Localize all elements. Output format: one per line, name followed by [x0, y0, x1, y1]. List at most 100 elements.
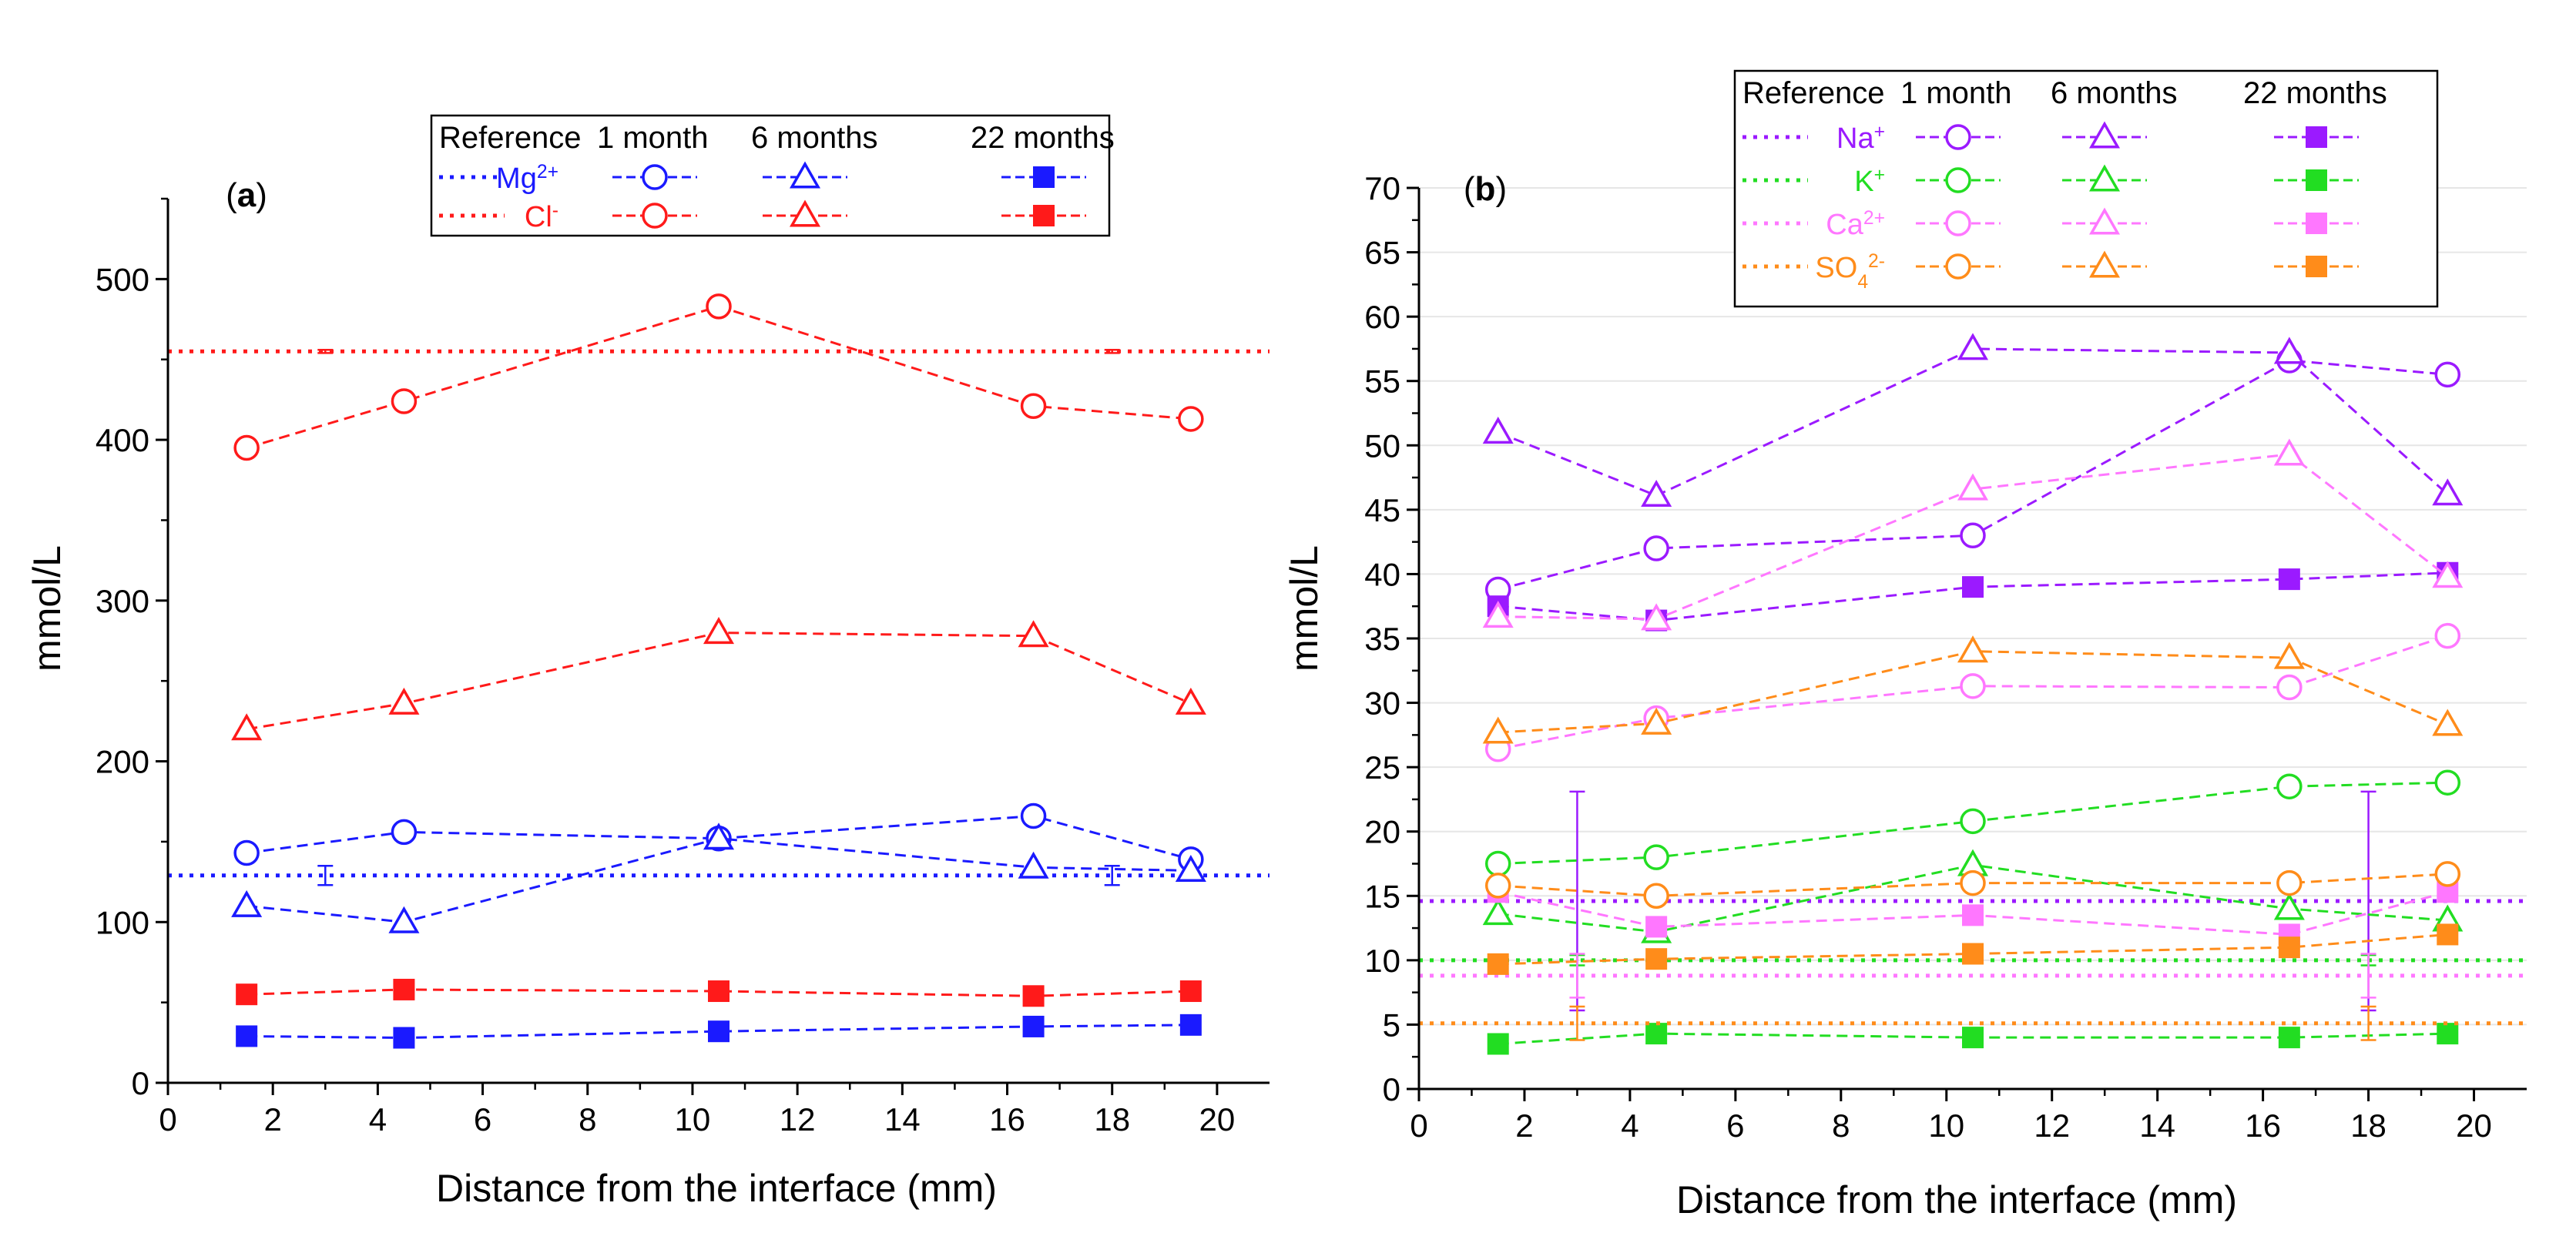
- mg-months_22-point: [393, 1027, 415, 1049]
- legend-header: 1 month: [1900, 76, 2012, 110]
- k-months_6-point: [2273, 893, 2305, 920]
- panel-a-label: (a): [226, 176, 267, 214]
- cl-months_6-point: [388, 687, 420, 715]
- x-tick-label: 12: [2034, 1107, 2070, 1144]
- y-tick-label: 25: [1364, 749, 1400, 786]
- so4-months_6-point: [1482, 716, 1514, 744]
- series-mg: [168, 802, 1270, 1049]
- y-tick-label: 50: [1364, 427, 1400, 464]
- k-months_22-point: [2437, 1023, 2459, 1045]
- so4-month_1-point: [1484, 873, 1511, 899]
- cl-months_22-point: [236, 983, 258, 1006]
- panel-b-label: (b): [1464, 170, 1507, 208]
- x-tick-label: 0: [1410, 1107, 1427, 1144]
- so4-month_1-point: [1643, 883, 1669, 910]
- cl-months_6-point: [703, 617, 735, 645]
- so4-months_22-point: [2437, 923, 2459, 946]
- ca-month_1-point: [1960, 673, 1986, 699]
- ca-months_6-point: [2432, 561, 2464, 588]
- x-tick-label: 14: [884, 1101, 921, 1137]
- legend-ion-label: Na+: [1836, 122, 1885, 156]
- legend-marker: [2306, 169, 2327, 191]
- legend-marker: [642, 203, 668, 229]
- y-tick-label: 20: [1364, 814, 1400, 850]
- legend-marker: [2306, 126, 2327, 148]
- cl-month_1-point: [706, 293, 732, 320]
- legend-marker: [1945, 124, 1971, 150]
- mg-months_6-point: [231, 890, 263, 917]
- mg-months_6-point: [1175, 854, 1206, 882]
- mg-months_6-point: [388, 906, 420, 933]
- so4-months_22-point: [1487, 953, 1509, 975]
- ca-months_6-point: [1482, 601, 1514, 628]
- legend-marker: [1945, 167, 1971, 193]
- na-months_6-line: [1498, 347, 2449, 498]
- y-tick-label: 5: [1383, 1007, 1400, 1043]
- na-months_22-point: [1962, 576, 1984, 598]
- cl-month_1-point: [1178, 406, 1204, 432]
- panel-b-legend: Reference 1 month 6 months 22 months Na+ K+ Ca…: [1733, 69, 2439, 308]
- series-cl: [168, 293, 1270, 1007]
- legend-marker: [1033, 166, 1055, 188]
- panel-b: 0 2 4 6 8 10 12 14 16 18 20 0 5 10 15 20 25 30 35 40 45 50 55 6…: [1283, 69, 2527, 1221]
- x-tick-label: 6: [474, 1101, 491, 1137]
- legend-marker: [2088, 207, 2121, 235]
- cl-month_1-point: [391, 388, 418, 414]
- x-tick-label: 10: [675, 1101, 711, 1137]
- mg-month_1-point: [391, 819, 418, 846]
- panel-a-x-axis-title: Distance from the interface (mm): [436, 1167, 997, 1210]
- na-months_22-point: [2278, 568, 2300, 591]
- na-months_6-point: [1957, 333, 1989, 360]
- ca-months_6-point: [1957, 473, 1989, 501]
- mg-months_22-point: [708, 1020, 730, 1043]
- series-so4: [1419, 635, 2527, 1041]
- legend-marker: [2088, 121, 2121, 149]
- ca-months_22-point: [1962, 904, 1984, 926]
- na-months_6-point: [2273, 337, 2305, 364]
- x-tick-label: 14: [2139, 1107, 2175, 1144]
- na-months_6-point: [1641, 479, 1672, 507]
- cl-months_22-point: [1022, 985, 1045, 1007]
- legend-marker: [642, 164, 668, 190]
- na-month_1-point: [1643, 535, 1669, 561]
- k-month_1-point: [1484, 850, 1511, 877]
- cl-months_6-point: [231, 713, 263, 741]
- cl-months_22-line: [247, 988, 1191, 997]
- y-tick-label: 15: [1364, 878, 1400, 914]
- legend-header: 6 months: [751, 121, 878, 155]
- legend-marker: [2306, 213, 2327, 234]
- y-tick-label: 500: [96, 261, 149, 297]
- mg-months_22-point: [1022, 1015, 1045, 1037]
- x-tick-label: 18: [1094, 1101, 1130, 1137]
- x-tick-label: 12: [780, 1101, 816, 1137]
- y-tick-label: 45: [1364, 492, 1400, 528]
- na-months_6-point: [1482, 417, 1514, 444]
- k-month_1-point: [2434, 769, 2461, 796]
- legend-ion-label: Cl-: [525, 200, 558, 234]
- legend-ion-label: Ca2+: [1826, 208, 1885, 242]
- ca-months_6-point: [1641, 603, 1672, 631]
- x-tick-label: 2: [264, 1101, 282, 1137]
- legend-header: 22 months: [971, 121, 1115, 155]
- so4-month_1-point: [1960, 869, 1986, 896]
- legend-header: 1 month: [597, 121, 709, 155]
- na-month_1-point: [2434, 361, 2461, 388]
- y-tick-label: 40: [1364, 556, 1400, 592]
- y-tick-label: 0: [1383, 1071, 1400, 1107]
- y-tick-label: 400: [96, 422, 149, 458]
- panel-b-axes: 0 2 4 6 8 10 12 14 16 18 20 0 5 10 15 20 25 30 35 40 45 50 55 6…: [1364, 170, 2527, 1144]
- mg-months_22-line: [247, 1024, 1191, 1040]
- legend-header: 22 months: [2243, 76, 2387, 110]
- k-month_1-point: [1643, 844, 1669, 870]
- so4-months_22-point: [2278, 936, 2300, 959]
- x-tick-label: 16: [2245, 1107, 2281, 1144]
- ca-months_22-point: [1645, 916, 1668, 938]
- panel-a-series: [168, 293, 1270, 1049]
- mg-months_22-point: [236, 1025, 258, 1047]
- x-tick-label: 4: [369, 1101, 387, 1137]
- so4-month_1-point: [2276, 869, 2303, 896]
- so4-months_22-point: [1645, 948, 1668, 970]
- mg-month_1-point: [233, 839, 260, 866]
- legend-marker: [789, 199, 821, 227]
